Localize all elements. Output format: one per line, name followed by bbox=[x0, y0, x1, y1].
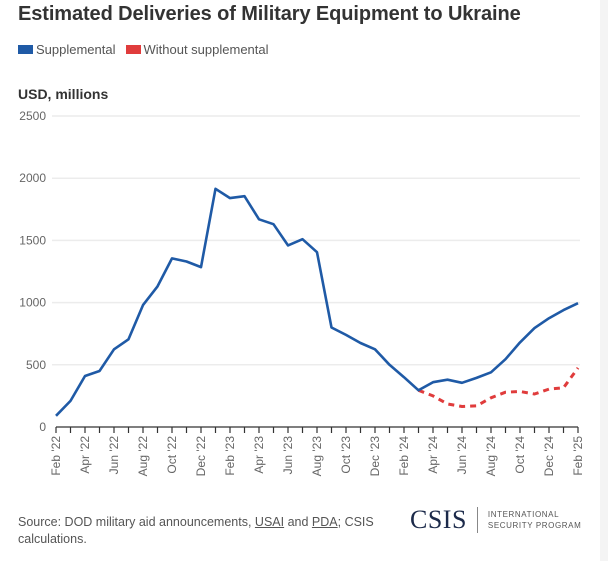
y-axis-title: USD, millions bbox=[18, 86, 109, 102]
y-tick-label: 2000 bbox=[19, 171, 46, 185]
y-tick-label: 1000 bbox=[19, 296, 46, 310]
x-tick-label: Oct '22 bbox=[165, 436, 179, 474]
program-name-line1: INTERNATIONAL bbox=[487, 510, 560, 519]
x-tick-label: Apr '22 bbox=[78, 436, 92, 474]
x-tick-label: Jun '24 bbox=[455, 436, 469, 475]
x-tick-label: Apr '23 bbox=[252, 436, 266, 474]
gridlines bbox=[52, 115, 580, 366]
x-tick-label: Oct '24 bbox=[513, 436, 527, 474]
x-tick-label: Aug '23 bbox=[310, 436, 324, 477]
x-tick-label: Feb '22 bbox=[49, 436, 63, 476]
program-name-line2: SECURITY PROGRAM bbox=[487, 521, 582, 530]
legend-item-supplemental[interactable]: Supplemental bbox=[18, 42, 116, 57]
legend-label-supplemental: Supplemental bbox=[36, 42, 116, 57]
pda-link[interactable]: PDA bbox=[311, 515, 338, 529]
line-chart: 0 500 1000 1500 2000 2500 Feb '22 Apr '22 Jun '… bbox=[19, 109, 585, 477]
legend: Supplemental Without supplemental bbox=[18, 42, 279, 57]
y-axis-ticks: 0 500 1000 1500 2000 2500 bbox=[19, 109, 46, 434]
series-line-without-supplemental bbox=[417, 367, 580, 408]
legend-label-without-supplemental: Without supplemental bbox=[143, 42, 269, 57]
chart-title: Estimated Deliveries of Military Equipme… bbox=[18, 3, 521, 25]
csis-wordmark: CSIS bbox=[410, 505, 467, 534]
x-tick-label: Feb '25 bbox=[571, 436, 585, 476]
x-axis: Feb '22 Apr '22 Jun '22 Aug '22 Oct '22 Dec '… bbox=[49, 426, 585, 477]
logo-divider bbox=[476, 507, 478, 533]
x-tick-label: Feb '24 bbox=[397, 436, 411, 476]
series-line-supplemental bbox=[55, 187, 579, 417]
x-tick-label: Jun '22 bbox=[107, 436, 121, 475]
csis-logo: CSIS INTERNATIONAL SECURITY PROGRAM bbox=[410, 505, 581, 535]
source-and: and bbox=[284, 515, 312, 529]
y-tick-label: 0 bbox=[39, 420, 46, 434]
usai-link[interactable]: USAI bbox=[254, 515, 285, 529]
source-text: Source: DOD military aid announcements, bbox=[18, 515, 255, 529]
x-tick-label: Aug '22 bbox=[136, 436, 150, 477]
x-tick-label: Jun '23 bbox=[281, 436, 295, 475]
y-tick-label: 2500 bbox=[19, 109, 46, 123]
y-tick-label: 500 bbox=[26, 358, 46, 372]
x-tick-label: Dec '24 bbox=[542, 436, 556, 477]
x-tick-label: Feb '23 bbox=[223, 436, 237, 476]
source-note: Source: DOD military aid announcements, … bbox=[18, 514, 388, 548]
series-lines bbox=[55, 187, 580, 417]
x-tick-label: Apr '24 bbox=[426, 436, 440, 474]
x-tick-label: Dec '23 bbox=[368, 436, 382, 477]
legend-item-without-supplemental[interactable]: Without supplemental bbox=[125, 42, 269, 57]
legend-swatch-without-supplemental bbox=[125, 45, 141, 54]
program-name: INTERNATIONAL SECURITY PROGRAM bbox=[488, 509, 581, 531]
x-tick-label: Oct '23 bbox=[339, 436, 353, 474]
y-tick-label: 1500 bbox=[19, 233, 46, 247]
x-tick-label: Aug '24 bbox=[484, 436, 498, 477]
source-suffix: ; CSIS calculations. bbox=[18, 515, 374, 546]
right-edge bbox=[600, 0, 608, 561]
legend-swatch-supplemental bbox=[18, 45, 33, 54]
x-tick-label: Dec '22 bbox=[194, 436, 208, 477]
